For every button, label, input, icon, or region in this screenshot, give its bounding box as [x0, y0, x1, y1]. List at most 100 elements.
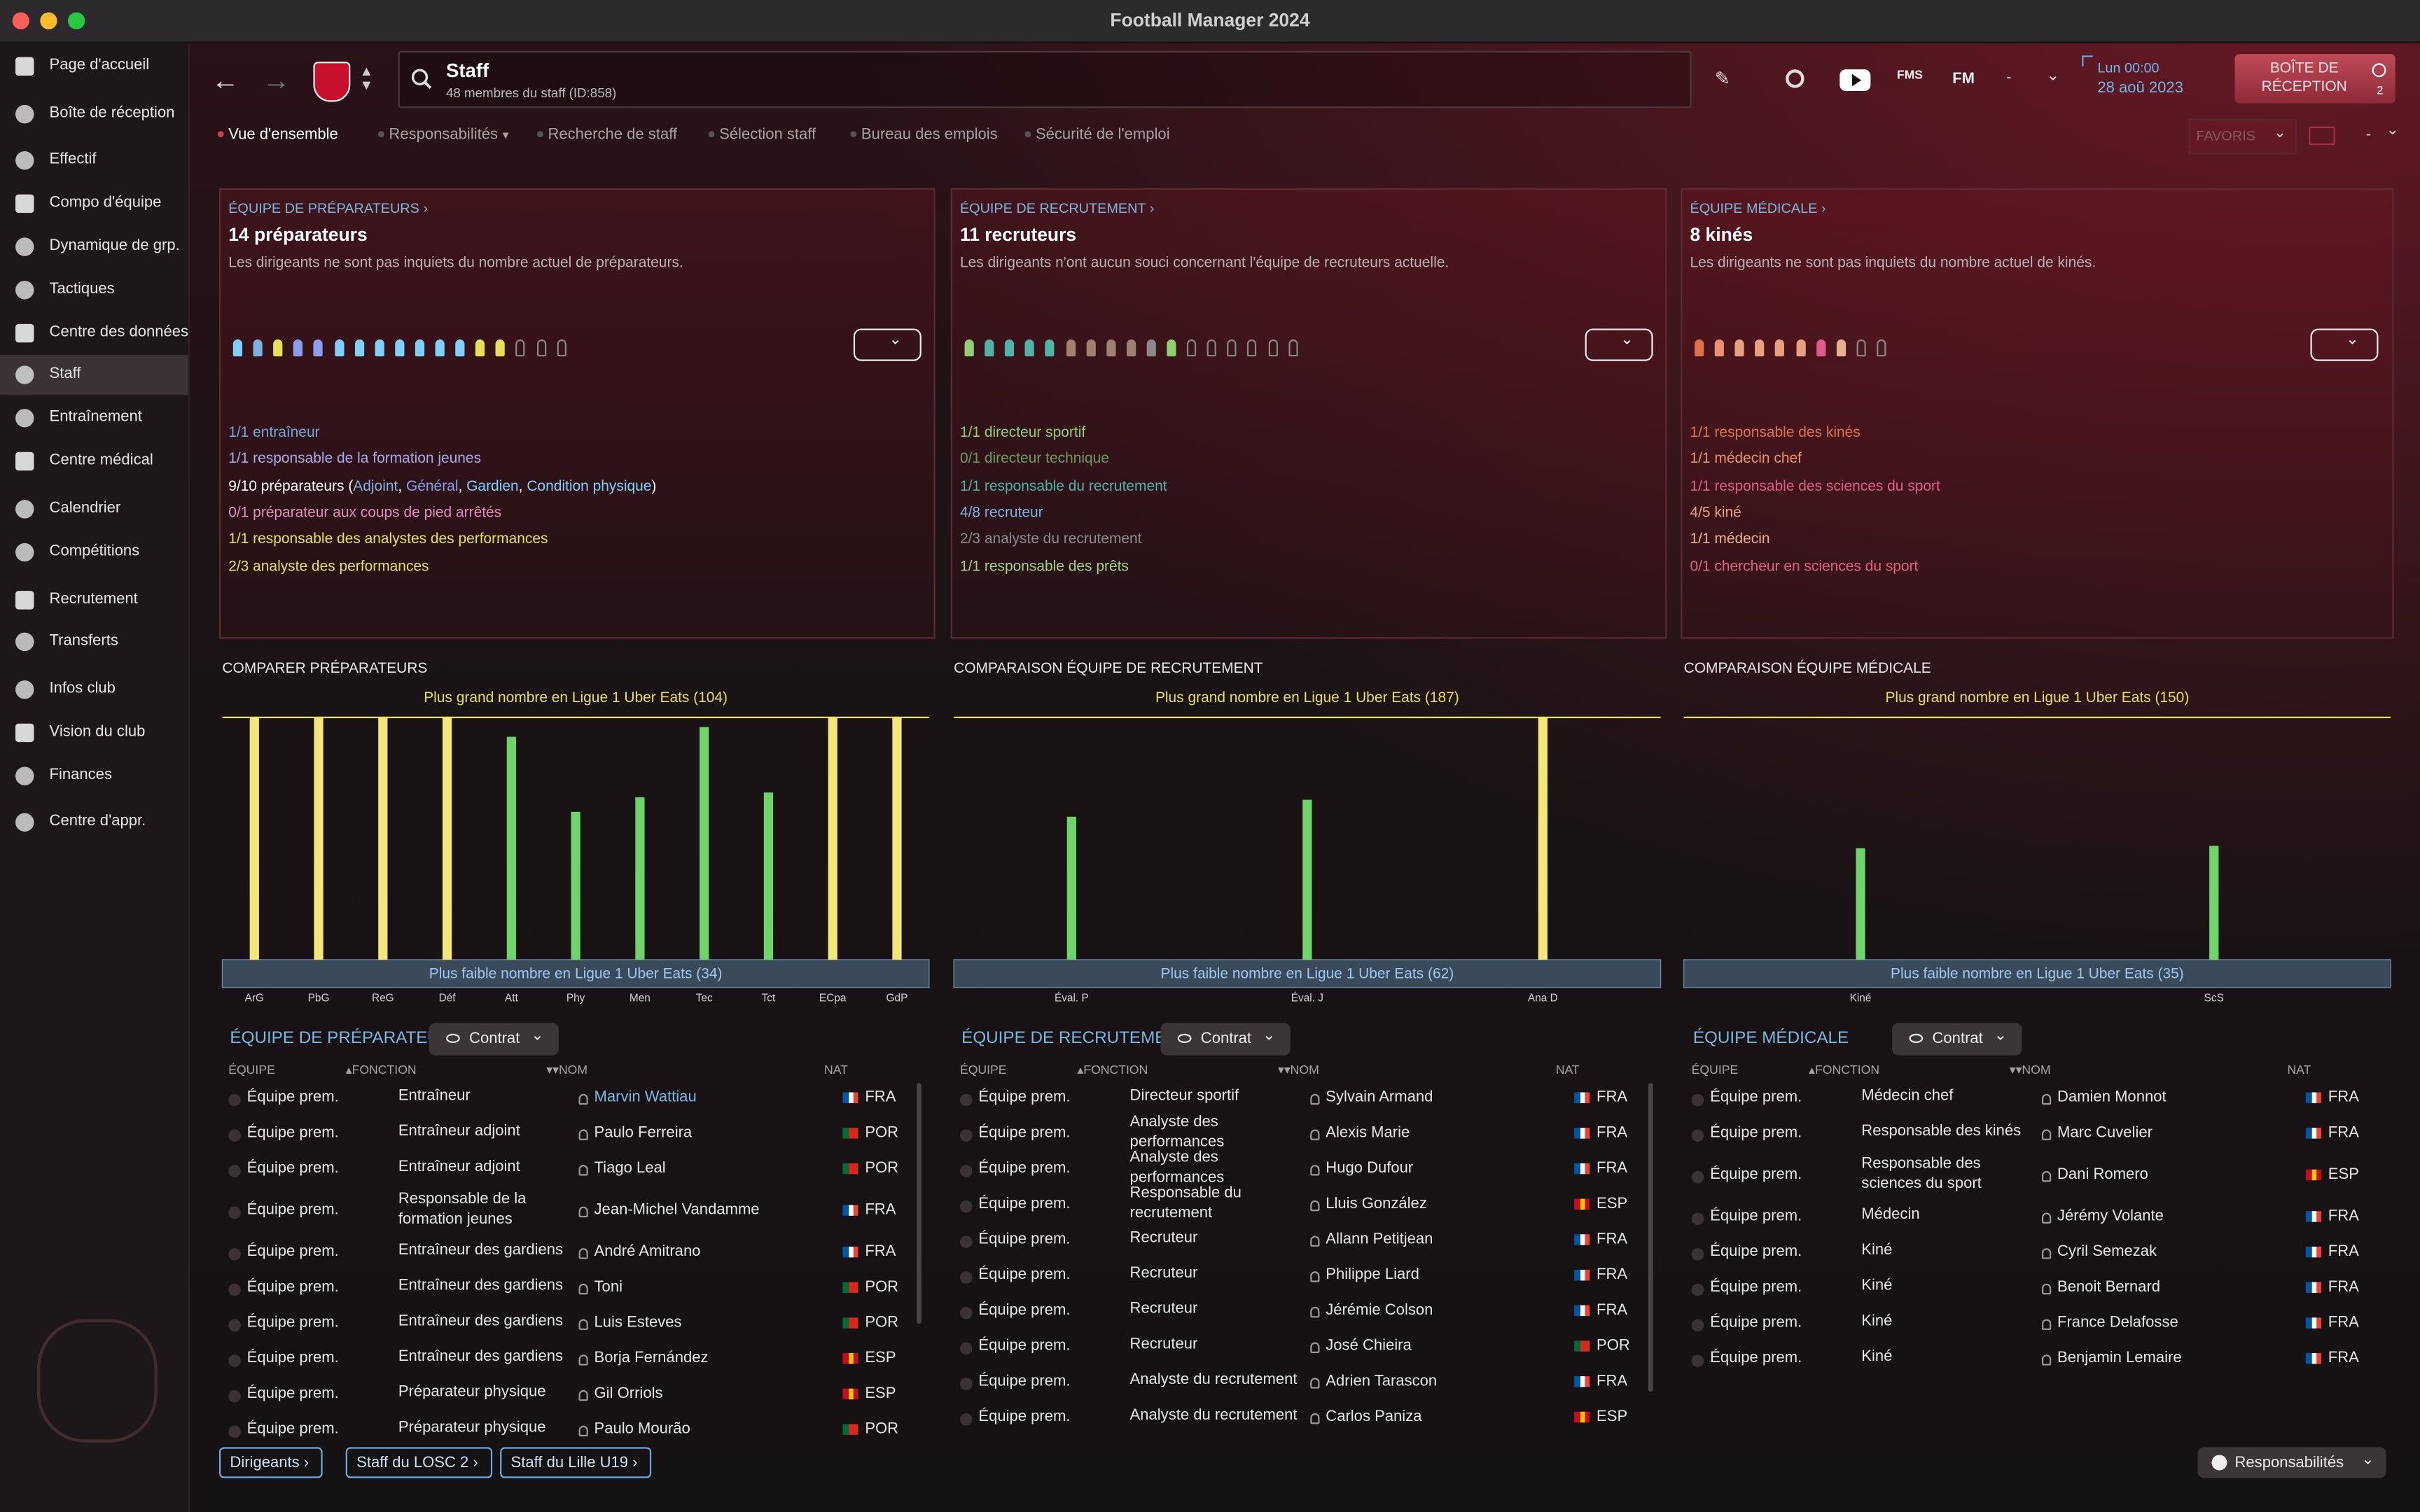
panel-link[interactable]: ÉQUIPE DE PRÉPARATEURS › — [228, 201, 428, 216]
menu-chevron[interactable]: ⌄ — [2046, 67, 2060, 85]
tab[interactable]: Sécurité de l'emploi — [1024, 127, 1170, 144]
staff-row[interactable]: Équipe prem. Préparateur physique Gil Orri… — [228, 1376, 919, 1412]
staff-row[interactable]: Équipe prem. Responsable du recrutement Ll… — [959, 1185, 1651, 1222]
staff-filter-button[interactable]: ⌄ — [1585, 328, 1653, 361]
staff-row[interactable]: Équipe prem. Entraîneur des gardiens André… — [228, 1234, 919, 1270]
tab[interactable]: Sélection staff — [708, 127, 816, 144]
column-header[interactable]: ▴FONCTION — [346, 1063, 417, 1077]
footer-button[interactable]: Staff du Lille U19 › — [500, 1447, 652, 1478]
staff-row[interactable]: Équipe prem. Entraîneur des gardiens Borja… — [228, 1340, 919, 1376]
tab[interactable]: Bureau des emplois — [850, 127, 998, 144]
favorites-button[interactable]: FAVORIS ⌄ — [2188, 118, 2297, 155]
column-header[interactable]: ÉQUIPE — [960, 1063, 1007, 1077]
staff-row[interactable]: Équipe prem. Analyste des performances Ale… — [959, 1114, 1651, 1152]
search-icon — [411, 69, 432, 90]
sidebar-item[interactable]: Staff — [0, 354, 188, 396]
column-header[interactable]: ▾▾NOM — [1278, 1063, 1319, 1077]
staff-row[interactable]: Équipe prem. Analyste du recrutement Carlo… — [959, 1399, 1651, 1435]
sidebar-item[interactable]: Effectif — [0, 141, 188, 181]
panel-link[interactable]: ÉQUIPE DE RECRUTEMENT › — [960, 201, 1154, 216]
sidebar-item[interactable]: Centre d'appr. — [0, 802, 188, 842]
staff-row[interactable]: Équipe prem. Médecin chef Damien Monnot FRA — [1691, 1080, 2383, 1116]
staff-row[interactable]: Équipe prem. Kiné Benoit Bernard FRA — [1691, 1270, 2383, 1306]
staff-row[interactable]: Équipe prem. Kiné Cyril Semezak FRA — [1691, 1234, 2383, 1270]
sidebar-item[interactable]: Centre médical — [0, 441, 188, 481]
table-title[interactable]: ÉQUIPE MÉDICALE — [1692, 1029, 1849, 1048]
sidebar-item[interactable]: Dynamique de grp. — [0, 227, 188, 267]
sidebar-item[interactable]: Tactiques — [0, 270, 188, 310]
staff-row[interactable]: Équipe prem. Entraîneur des gardiens Toni P… — [228, 1270, 919, 1306]
fms-button[interactable]: FMS — [1896, 67, 1924, 82]
video-button[interactable] — [1840, 69, 1871, 92]
tab[interactable]: Responsabilités ▾ — [377, 127, 509, 144]
column-header[interactable]: ▾▾NOM — [546, 1063, 587, 1077]
sidebar-item[interactable]: Compo d'équipe — [0, 183, 188, 223]
staff-row[interactable]: Équipe prem. Entraîneur adjoint Paulo Ferr… — [228, 1116, 919, 1152]
sidebar-item[interactable]: Boîte de réception — [0, 94, 188, 134]
back-button[interactable]: ← — [211, 64, 239, 96]
staff-row[interactable]: Équipe prem. Kiné France Delafosse FRA — [1691, 1306, 2383, 1341]
panel-link[interactable]: ÉQUIPE MÉDICALE › — [1690, 201, 1826, 216]
column-header[interactable]: NAT — [1556, 1063, 1580, 1077]
staff-row[interactable]: Équipe prem. Préparateur physique Paulo Mo… — [228, 1412, 919, 1444]
forward-button[interactable]: → — [262, 64, 291, 96]
column-header[interactable]: NAT — [2287, 1063, 2311, 1077]
staff-filter-button[interactable]: ⌄ — [853, 328, 922, 361]
search-box[interactable]: Staff 48 membres du staff (ID:858) — [398, 50, 1692, 108]
sidebar-item[interactable]: Vision du club — [0, 713, 188, 752]
column-header[interactable]: ÉQUIPE — [1692, 1063, 1739, 1077]
staff-filter-button[interactable]: ⌄ — [2310, 328, 2379, 361]
table-title[interactable]: ÉQUIPE DE PRÉPARATEURS — [230, 1029, 464, 1048]
sidebar-item[interactable]: Transferts — [0, 622, 188, 662]
sidebar-item[interactable]: Calendrier — [0, 489, 188, 529]
column-header[interactable]: ▾▾NOM — [2010, 1063, 2051, 1077]
column-header[interactable]: ▴FONCTION — [1809, 1063, 1879, 1077]
column-header[interactable]: ▴FONCTION — [1077, 1063, 1148, 1077]
staff-row[interactable]: Équipe prem. Recruteur Philippe Liard FRA — [959, 1257, 1651, 1293]
display-button[interactable] — [2309, 126, 2335, 146]
sidebar-item[interactable]: Finances — [0, 756, 188, 796]
staff-row[interactable]: Équipe prem. Analyste du recrutement Adrie… — [959, 1364, 1651, 1399]
staff-row[interactable]: Équipe prem. Recruteur Allann Petitjean FRA — [959, 1222, 1651, 1258]
staff-row[interactable]: Équipe prem. Recruteur Jérémie Colson FRA — [959, 1293, 1651, 1329]
contract-filter[interactable]: Contrat ⌄ — [1160, 1023, 1291, 1056]
sidebar-item[interactable]: Infos club — [0, 670, 188, 710]
sidebar-item[interactable]: Compétitions — [0, 532, 188, 572]
footer-button[interactable]: Staff du LOSC 2 › — [345, 1447, 492, 1478]
footer-button[interactable]: Dirigeants › — [218, 1447, 323, 1478]
staff-icon — [1025, 339, 1035, 357]
staff-row[interactable]: Équipe prem. Kiné Benjamin Lemaire FRA — [1691, 1340, 2383, 1376]
view-chevron[interactable]: ⌄ — [2386, 122, 2400, 139]
contract-filter[interactable]: Contrat ⌄ — [429, 1023, 559, 1056]
club-crest[interactable] — [313, 62, 351, 102]
sidebar-item[interactable]: Entraînement — [0, 398, 188, 438]
staff-row[interactable]: Équipe prem. Responsable des kinés Marc Cu… — [1691, 1116, 2383, 1152]
tab[interactable]: Vue d'ensemble — [217, 127, 338, 144]
tab[interactable]: Recherche de staff — [537, 127, 677, 144]
sidebar-item[interactable]: Page d'accueil — [0, 46, 188, 86]
inbox-button[interactable]: BOÎTE DE RÉCEPTION 2 — [2234, 54, 2395, 104]
staff-row[interactable]: Équipe prem. Entraîneur Marvin Wattiau FRA — [228, 1080, 919, 1116]
column-header[interactable]: ÉQUIPE — [228, 1063, 275, 1077]
minimize-button[interactable] — [40, 12, 57, 29]
zoom-button[interactable] — [67, 12, 85, 29]
social-button[interactable] — [1786, 69, 1804, 88]
column-header[interactable]: NAT — [824, 1063, 848, 1077]
contract-filter[interactable]: Contrat ⌄ — [1892, 1023, 2022, 1056]
table-title[interactable]: ÉQUIPE DE RECRUTEMENT — [961, 1029, 1189, 1048]
sidebar-item[interactable]: Recrutement — [0, 580, 188, 620]
staff-row[interactable]: Équipe prem. Responsable des sciences du … — [1691, 1154, 2383, 1197]
staff-row[interactable]: Équipe prem. Responsable de la formation … — [228, 1189, 919, 1232]
staff-row[interactable]: Équipe prem. Directeur sportif Sylvain Arm… — [959, 1080, 1651, 1116]
staff-row[interactable]: Équipe prem. Médecin Jérémy Volante FRA — [1691, 1199, 2383, 1235]
sidebar-item[interactable]: Centre des données — [0, 313, 188, 353]
club-switch[interactable]: ▲ ▼ — [359, 63, 374, 93]
staff-row[interactable]: Équipe prem. Entraîneur adjoint Tiago Leal… — [228, 1151, 919, 1186]
edit-button[interactable]: ✎ — [1714, 67, 1730, 90]
staff-row[interactable]: Équipe prem. Analyste des performances Hug… — [959, 1149, 1651, 1186]
staff-row[interactable]: Équipe prem. Recruteur José Chieira POR — [959, 1329, 1651, 1364]
staff-row[interactable]: Équipe prem. Entraîneur des gardiens Luis … — [228, 1306, 919, 1341]
close-button[interactable] — [12, 12, 29, 29]
fm-button[interactable]: FM — [1952, 71, 1975, 88]
responsibilities-button[interactable]: Responsabilités ⌄ — [2197, 1447, 2386, 1478]
